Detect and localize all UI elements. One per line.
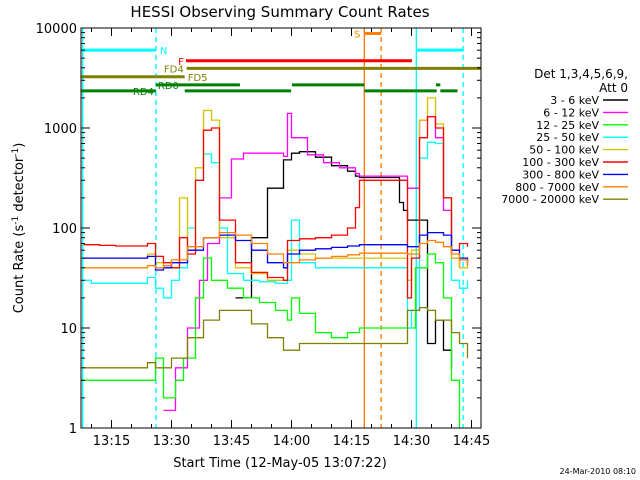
legend-label: 800 - 7000 keV: [515, 181, 599, 194]
state-bar-label: FD4: [164, 64, 184, 75]
y-tick-label: 1000: [44, 122, 77, 137]
series-line: [83, 231, 469, 271]
x-tick-label: 14:00: [273, 434, 310, 449]
footer-timestamp: 24-Mar-2010 08:10: [560, 467, 637, 476]
legend-label: 300 - 800 keV: [522, 168, 599, 181]
x-tick-label: 14:30: [393, 434, 430, 449]
state-bar-label: RD4: [133, 87, 154, 98]
legend-label: 6 - 12 keV: [543, 106, 599, 119]
y-axis-label-part: Count Rate (s: [12, 225, 27, 314]
series-line: [81, 253, 461, 428]
state-bar-label: FD5: [188, 73, 208, 84]
y-tick-label: 100: [52, 222, 77, 237]
y-axis-label-sup: -1: [11, 216, 21, 225]
legend-label: 100 - 300 keV: [522, 156, 599, 169]
y-axis-label-part: ): [12, 143, 27, 148]
legend-title: Det 1,3,4,5,6,9,: [534, 67, 628, 81]
series-line: [163, 112, 461, 412]
series-line: [83, 97, 469, 281]
state-bar-label: F: [178, 57, 184, 68]
legend-subtitle: Att 0: [599, 81, 628, 95]
y-tick-label: 1: [69, 422, 77, 437]
legend-label: 12 - 25 keV: [536, 119, 599, 132]
state-bar-label: RD0: [158, 81, 179, 92]
series-line: [83, 306, 469, 369]
x-tick-label: 13:30: [153, 434, 190, 449]
legend-label: 3 - 6 keV: [550, 94, 599, 107]
series-line: [83, 115, 469, 299]
series-line: [83, 231, 469, 269]
y-tick-label: 10: [60, 322, 77, 337]
series-line: [83, 141, 469, 329]
x-tick-label: 14:15: [333, 434, 370, 449]
x-axis-label: Start Time (12-May-05 13:07:22): [173, 456, 387, 471]
legend-label: 25 - 50 keV: [536, 131, 599, 144]
y-axis-label-part: detector: [12, 156, 27, 216]
x-tick-label: 14:45: [453, 434, 490, 449]
y-tick-label: 10000: [36, 22, 77, 37]
chart-title: HESSI Observing Summary Count Rates: [130, 3, 429, 21]
x-tick-label: 13:15: [93, 434, 130, 449]
state-bar-label: N: [160, 46, 167, 57]
state-bar-label: S: [354, 30, 360, 41]
x-tick-label: 13:45: [213, 434, 250, 449]
y-axis-label-sup: -1: [11, 148, 21, 157]
legend-label: 7000 - 20000 keV: [501, 193, 599, 206]
legend-label: 50 - 100 keV: [529, 144, 599, 157]
y-axis-label: Count Rate (s-1 detector-1): [11, 143, 27, 314]
